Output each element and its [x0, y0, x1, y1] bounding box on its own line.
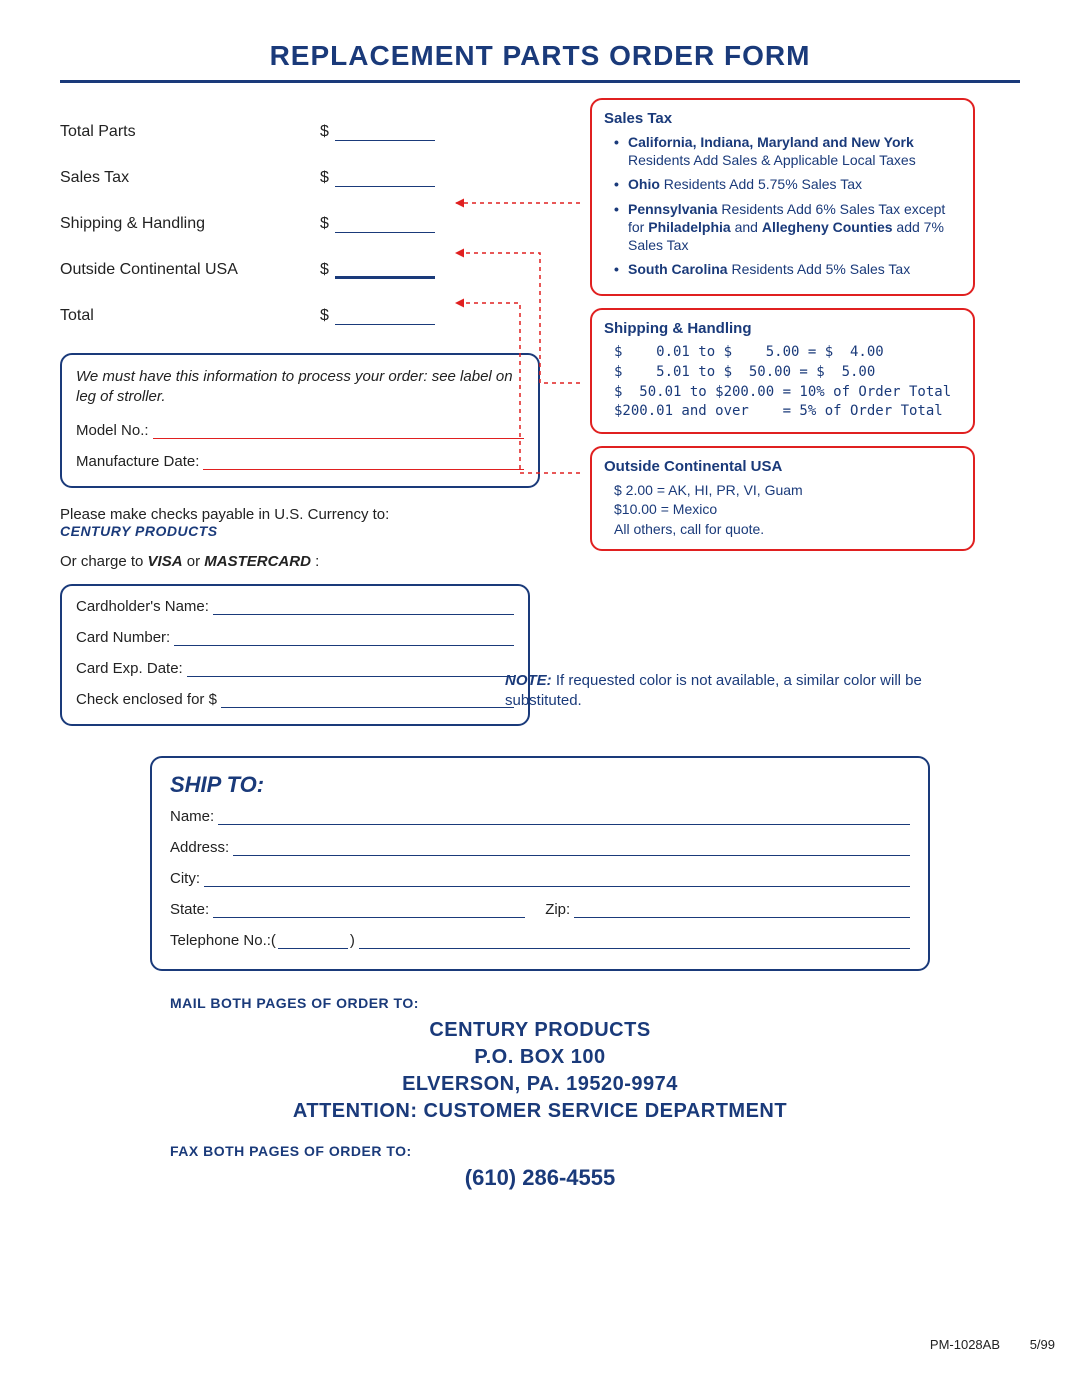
document-id: PM-1028AB	[930, 1337, 1000, 1352]
card-exp-input-line[interactable]	[187, 676, 514, 677]
currency-symbol: $	[320, 123, 329, 141]
ship-phone-label: Telephone No.:	[170, 932, 271, 949]
footer-section: MAIL BOTH PAGES OF ORDER TO: CENTURY PRO…	[60, 995, 1020, 1191]
ship-address-input-line[interactable]	[233, 855, 910, 856]
model-instruction: We must have this information to process…	[76, 367, 524, 406]
sales-tax-item: South Carolina Residents Add 5% Sales Ta…	[614, 260, 961, 278]
ship-zip-input-line[interactable]	[574, 917, 910, 918]
shipping-line: $200.01 and over = 5% of Order Total	[614, 402, 961, 422]
sales-tax-item: Ohio Residents Add 5.75% Sales Tax	[614, 175, 961, 193]
phone-area-input-line[interactable]	[278, 948, 348, 949]
ship-address-label: Address:	[170, 839, 229, 856]
shipping-input-line[interactable]	[335, 232, 435, 233]
footer-phone: (610) 286-4555	[60, 1165, 1020, 1191]
total-input-line[interactable]	[335, 324, 435, 325]
shipping-line: $ 0.01 to $ 5.00 = $ 4.00	[614, 343, 961, 363]
footer-addr4: ATTENTION: CUSTOMER SERVICE DEPARTMENT	[60, 1098, 1020, 1125]
ship-name-label: Name:	[170, 808, 214, 825]
outside-box-title: Outside Continental USA	[604, 458, 961, 475]
ship-zip-label: Zip:	[545, 901, 570, 918]
payable-charge: Or charge to VISA or MASTERCARD :	[60, 553, 540, 570]
mail-to-label: MAIL BOTH PAGES OF ORDER TO:	[170, 995, 1020, 1011]
shipping-line: $ 5.01 to $ 50.00 = $ 5.00	[614, 363, 961, 383]
total-label: Total	[60, 307, 320, 325]
ship-to-box: SHIP TO: Name: Address: City: State: Zip…	[150, 756, 930, 971]
cardholder-input-line[interactable]	[213, 614, 514, 615]
card-number-input-line[interactable]	[174, 645, 514, 646]
payment-info-box: Cardholder's Name: Card Number: Card Exp…	[60, 584, 530, 726]
shipping-box-title: Shipping & Handling	[604, 320, 961, 337]
sales-tax-info-box: Sales Tax California, Indiana, Maryland …	[590, 98, 975, 296]
shipping-line: $ 50.01 to $200.00 = 10% of Order Total	[614, 383, 961, 403]
mfg-date-input-line[interactable]	[203, 469, 524, 470]
payable-company: CENTURY PRODUCTS	[60, 523, 540, 539]
sales-tax-label: Sales Tax	[60, 169, 320, 187]
mfg-date-label: Manufacture Date:	[76, 453, 199, 470]
phone-number-input-line[interactable]	[359, 948, 910, 949]
ship-state-input-line[interactable]	[213, 917, 525, 918]
check-amount-input-line[interactable]	[221, 707, 514, 708]
note-text-body: If requested color is not available, a s…	[505, 672, 922, 709]
note-label: NOTE:	[505, 672, 552, 689]
card-exp-label: Card Exp. Date:	[76, 660, 183, 677]
ship-to-title: SHIP TO:	[170, 772, 910, 798]
color-substitution-note: NOTE: If requested color is not availabl…	[505, 671, 980, 710]
model-no-input-line[interactable]	[153, 438, 524, 439]
shipping-label: Shipping & Handling	[60, 215, 320, 233]
footer-addr3: ELVERSON, PA. 19520-9974	[60, 1071, 1020, 1098]
outside-line: $ 2.00 = AK, HI, PR, VI, Guam	[614, 481, 961, 501]
cardholder-label: Cardholder's Name:	[76, 598, 209, 615]
currency-symbol: $	[320, 307, 329, 325]
shipping-info-box: Shipping & Handling $ 0.01 to $ 5.00 = $…	[590, 308, 975, 433]
model-info-box: We must have this information to process…	[60, 353, 540, 488]
cost-summary: Total Parts $ Sales Tax $ Shipping & Han…	[60, 123, 460, 325]
sales-tax-input-line[interactable]	[335, 186, 435, 187]
page-title: REPLACEMENT PARTS ORDER FORM	[60, 40, 1020, 83]
sales-tax-item: Pennsylvania Residents Add 6% Sales Tax …	[614, 200, 961, 255]
currency-symbol: $	[320, 169, 329, 187]
ship-state-label: State:	[170, 901, 209, 918]
outside-usa-input-line[interactable]	[335, 276, 435, 279]
fax-to-label: FAX BOTH PAGES OF ORDER TO:	[170, 1143, 1020, 1159]
payable-section: Please make checks payable in U.S. Curre…	[60, 506, 540, 570]
ship-city-input-line[interactable]	[204, 886, 910, 887]
document-date: 5/99	[1030, 1337, 1055, 1352]
outside-usa-info-box: Outside Continental USA $ 2.00 = AK, HI,…	[590, 446, 975, 552]
model-no-label: Model No.:	[76, 422, 149, 439]
check-enclosed-label: Check enclosed for $	[76, 691, 217, 708]
paren-close: )	[350, 932, 355, 949]
footer-addr1: CENTURY PRODUCTS	[60, 1017, 1020, 1044]
payable-line1: Please make checks payable in U.S. Curre…	[60, 506, 540, 523]
sales-tax-item: California, Indiana, Maryland and New Yo…	[614, 133, 961, 169]
card-number-label: Card Number:	[76, 629, 170, 646]
sales-tax-box-title: Sales Tax	[604, 110, 961, 127]
currency-symbol: $	[320, 261, 329, 279]
total-parts-label: Total Parts	[60, 123, 320, 141]
ship-city-label: City:	[170, 870, 200, 887]
footer-addr2: P.O. BOX 100	[60, 1044, 1020, 1071]
outside-line: All others, call for quote.	[614, 520, 961, 540]
total-parts-input-line[interactable]	[335, 140, 435, 141]
paren-open: (	[271, 932, 276, 949]
outside-usa-label: Outside Continental USA	[60, 261, 320, 279]
ship-name-input-line[interactable]	[218, 824, 910, 825]
outside-line: $10.00 = Mexico	[614, 500, 961, 520]
currency-symbol: $	[320, 215, 329, 233]
